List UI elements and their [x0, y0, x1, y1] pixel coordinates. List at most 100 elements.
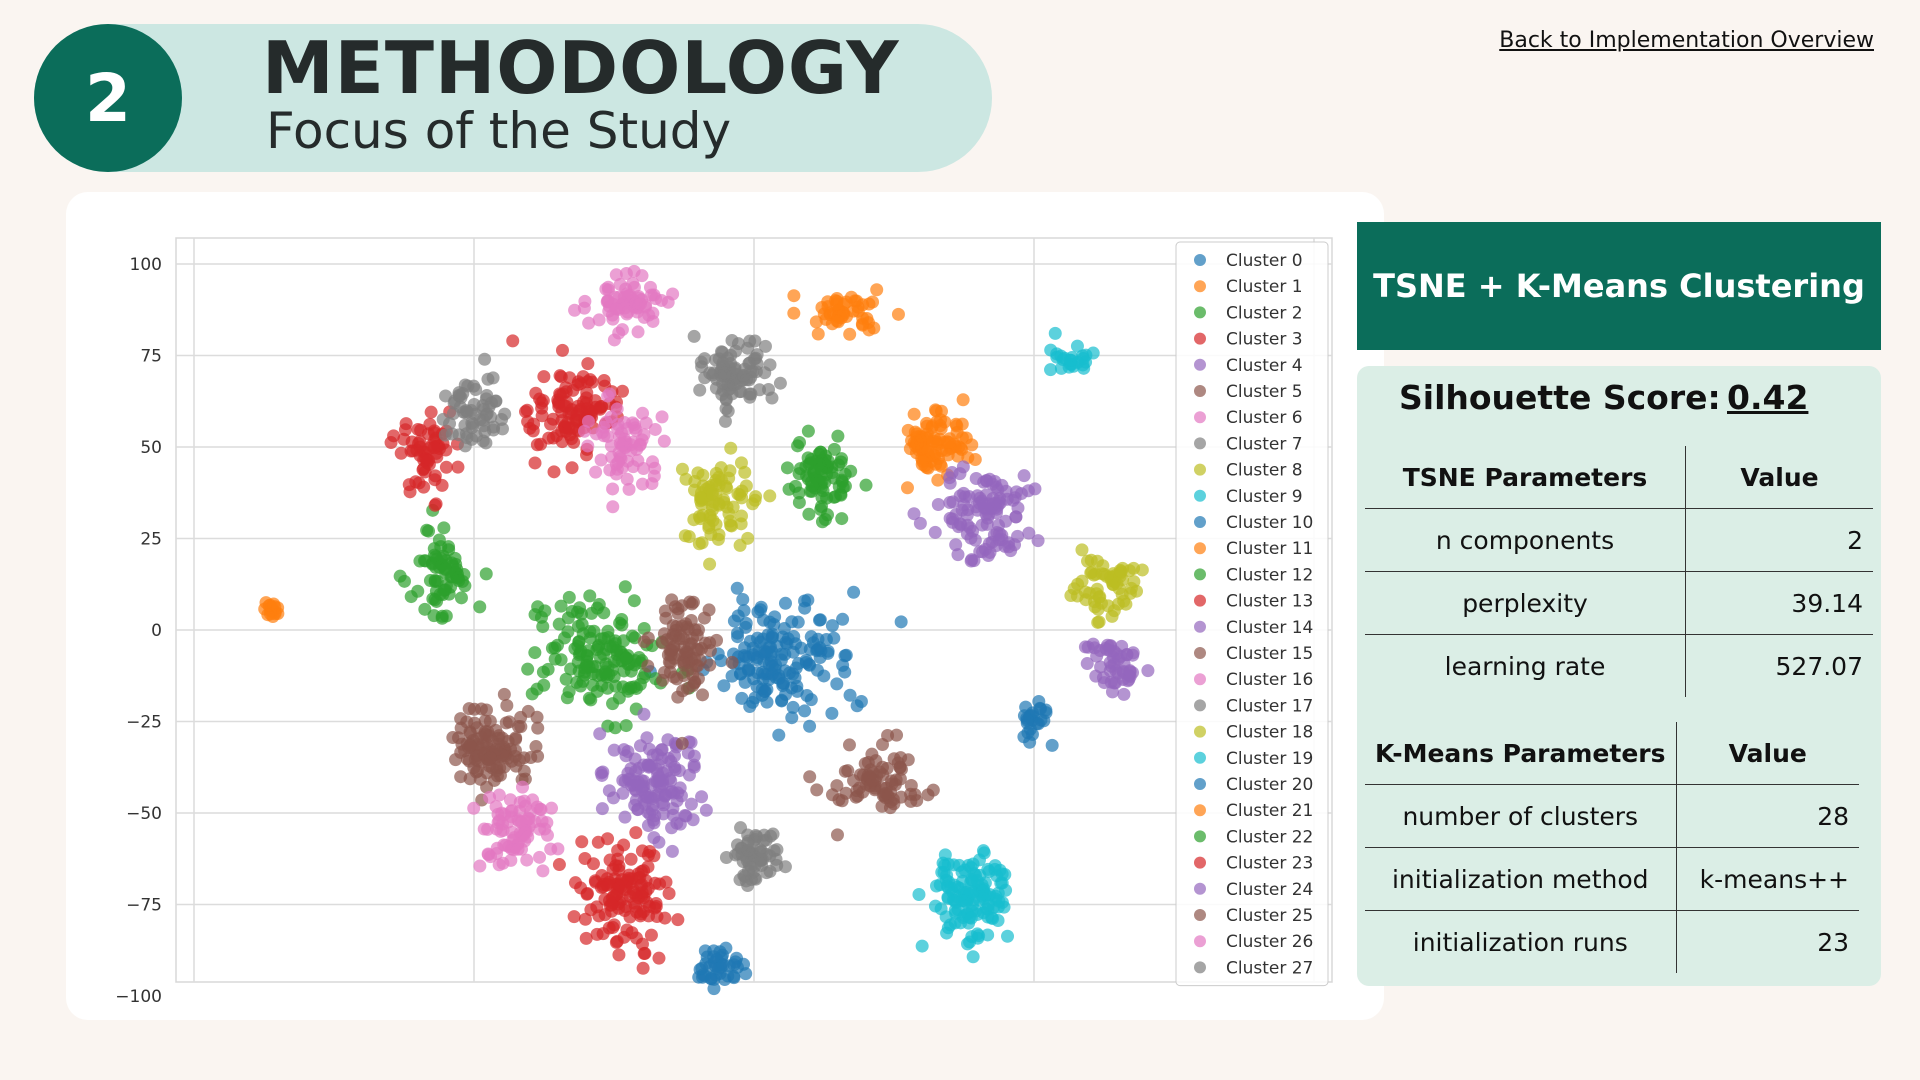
scatter-point [837, 306, 851, 320]
scatter-point [584, 693, 598, 707]
scatter-point [904, 778, 918, 792]
scatter-point [973, 545, 987, 559]
scatter-point [633, 739, 647, 753]
legend-marker [1194, 568, 1206, 581]
scatter-point [418, 602, 432, 616]
legend-marker [1194, 935, 1206, 948]
scatter-point [632, 651, 646, 665]
series-group [467, 780, 565, 878]
scatter-point [521, 830, 535, 844]
scatter-point [486, 423, 500, 437]
scatter-point [544, 417, 558, 431]
scatter-point [1111, 597, 1125, 611]
legend-label: Cluster 10 [1226, 513, 1313, 533]
scatter-point [439, 609, 453, 623]
scatter-point [742, 356, 756, 370]
scatter-point [497, 687, 511, 701]
scatter-point [801, 424, 815, 438]
scatter-point [734, 456, 748, 470]
series-group [1064, 543, 1149, 629]
param-value: 527.07 [1685, 634, 1873, 697]
scatter-point [798, 704, 812, 718]
legend-marker [1194, 280, 1206, 293]
scatter-point [1045, 738, 1059, 752]
scatter-point [804, 452, 818, 466]
scatter-point [506, 334, 520, 348]
scatter-point [545, 801, 559, 815]
y-tick-label: 75 [140, 347, 162, 367]
scatter-point [454, 712, 468, 726]
scatter-point [758, 339, 772, 353]
scatter-point [842, 738, 856, 752]
scatter-point [402, 478, 416, 492]
scatter-point [636, 961, 650, 975]
series-group [675, 441, 777, 571]
scatter-point [725, 519, 739, 533]
legend-label: Cluster 24 [1226, 880, 1313, 900]
scatter-point [478, 352, 492, 366]
scatter-point [1124, 581, 1138, 595]
back-link[interactable]: Back to Implementation Overview [1499, 28, 1874, 53]
scatter-point [717, 679, 731, 693]
scatter-point [852, 781, 866, 795]
scatter-point [1022, 526, 1036, 540]
scatter-point [798, 601, 812, 615]
scatter-point [814, 462, 828, 476]
scatter-point [454, 770, 468, 784]
scatter-point [679, 645, 693, 659]
scatter-point [673, 781, 687, 795]
scatter-point [1075, 543, 1089, 557]
series-group [637, 593, 739, 750]
scatter-point [671, 602, 685, 616]
scatter-point [719, 850, 733, 864]
scatter-point [609, 643, 623, 657]
scatter-point [703, 658, 717, 672]
scatter-point [620, 472, 634, 486]
legend-label: Cluster 6 [1226, 408, 1303, 428]
table-row: n components 2 [1365, 508, 1873, 572]
scatter-point [988, 859, 1002, 873]
scatter-point [500, 698, 514, 712]
scatter-point [635, 878, 649, 892]
scatter-point [628, 421, 642, 435]
scatter-point [817, 307, 831, 321]
scatter-point [948, 903, 962, 917]
scatter-point [481, 847, 495, 861]
scatter-point [589, 465, 603, 479]
scatter-point [706, 368, 720, 382]
scatter-points [258, 264, 1155, 996]
scatter-point [556, 387, 570, 401]
scatter-point [559, 672, 573, 686]
scatter-point [957, 498, 971, 512]
scatter-point [492, 858, 506, 872]
scatter-point [644, 928, 658, 942]
scatter-point [736, 368, 750, 382]
scatter-point [758, 366, 772, 380]
scatter-point [1063, 353, 1077, 367]
scatter-point [939, 910, 953, 924]
scatter-point [592, 313, 606, 327]
scatter-point [655, 410, 669, 424]
scatter-point [594, 453, 608, 467]
scatter-point [647, 469, 661, 483]
legend-label: Cluster 1 [1226, 277, 1303, 297]
scatter-point [934, 413, 948, 427]
legend-label: Cluster 25 [1226, 906, 1313, 926]
scatter-point [597, 373, 611, 387]
scatter-point [658, 788, 672, 802]
scatter-point [630, 905, 644, 919]
tsne-parameters-table: TSNE Parameters Value n components 2 per… [1365, 446, 1873, 697]
scatter-point [583, 589, 597, 603]
silhouette-label: Silhouette Score: [1399, 378, 1721, 417]
scatter-point [847, 585, 861, 599]
scatter-point [496, 823, 510, 837]
scatter-point [565, 461, 579, 475]
scatter-point [999, 514, 1013, 528]
scatter-point [650, 910, 664, 924]
scatter-point [854, 695, 868, 709]
page-subtitle: Focus of the Study [266, 102, 732, 160]
scatter-point [627, 594, 641, 608]
legend-label: Cluster 20 [1226, 775, 1313, 795]
scatter-point [635, 844, 649, 858]
scatter-point [650, 748, 664, 762]
